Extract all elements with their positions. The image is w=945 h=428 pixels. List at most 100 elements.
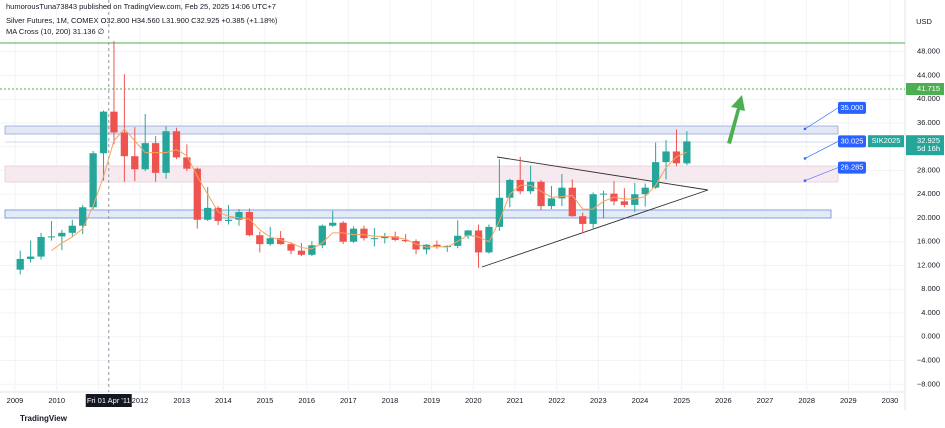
candle-body [26, 256, 35, 259]
price-label: 32.925 [917, 136, 940, 145]
candle-body [37, 236, 45, 257]
target-box [838, 135, 866, 148]
candle-body [151, 143, 160, 173]
y-tick-label: 28.000 [917, 165, 940, 174]
candle-body [58, 232, 66, 237]
candle-body [131, 156, 139, 170]
candle-body [193, 168, 201, 220]
y-tick-label: 0.000 [921, 332, 940, 341]
candle-body [235, 212, 243, 220]
currency: USD [916, 17, 932, 26]
symbol-label: SIK2025 [872, 136, 901, 145]
x-tick-label: 2017 [340, 396, 357, 405]
candle-body [579, 216, 587, 224]
x-tick-label: 2029 [840, 396, 857, 405]
candle-body [256, 235, 264, 245]
candle-body [370, 238, 379, 240]
x-tick-label: 2019 [423, 396, 440, 405]
candle-body [391, 236, 399, 240]
x-tick-label: 2026 [715, 396, 732, 405]
arrow [727, 95, 745, 144]
x-tick-label: 2025 [673, 396, 690, 405]
candle-body [381, 236, 389, 239]
alert-label: 41.715 [917, 84, 940, 93]
candle-body [360, 228, 368, 239]
y-tick-label: 4.000 [921, 308, 940, 317]
candle-body [172, 131, 181, 158]
candle-body [506, 179, 514, 198]
x-tick-label: 2012 [132, 396, 149, 405]
candle-body [401, 239, 410, 242]
countdown-label: 5d 16h [917, 144, 940, 153]
target-label: 35.000 [841, 103, 864, 112]
y-tick-label: 24.000 [917, 189, 940, 198]
candle-body [349, 228, 358, 242]
x-tick-label: 2009 [7, 396, 24, 405]
symbol-info: Silver Futures, 1M, COMEX O32.800 H34.56… [6, 16, 278, 25]
target-box [838, 101, 866, 114]
y-tick-label: 16.000 [917, 237, 940, 246]
candle-body [79, 207, 87, 226]
candle-body [474, 230, 483, 253]
y-tick-label: 48.000 [917, 47, 940, 56]
x-tick-label: 2021 [507, 396, 524, 405]
candle-body [495, 197, 504, 227]
moving-average [51, 128, 688, 252]
candle-body [641, 187, 649, 195]
zone [4, 165, 839, 183]
alert-tag [906, 83, 944, 96]
candle-body [537, 181, 545, 207]
candle-body [662, 151, 670, 163]
target-connector [804, 107, 839, 130]
symbol-tag [868, 135, 904, 148]
target-label: 30.025 [841, 136, 864, 145]
candle-body [89, 153, 97, 208]
candle-body [485, 226, 493, 253]
candle-body [651, 162, 660, 188]
x-tick-label: 2013 [173, 396, 190, 405]
candle-body [141, 143, 149, 170]
candle-body [245, 212, 254, 236]
candle-body [308, 245, 316, 255]
x-tick-label: 2023 [590, 396, 607, 405]
candle-body [329, 222, 337, 226]
price-tag [906, 135, 944, 156]
candle-body [16, 258, 24, 270]
candle-body [287, 244, 295, 251]
publisher: humorousTuna73843 published on TradingVi… [6, 2, 276, 11]
x-tick-label: 2020 [465, 396, 482, 405]
y-tick-label: 36.000 [917, 118, 940, 127]
candle-body [568, 187, 576, 217]
candle-body [412, 241, 420, 250]
candle-body [68, 225, 76, 233]
indicator-info: MA Cross (10, 200) 31.136 ∅ [6, 27, 105, 36]
x-tick-label: 2030 [882, 396, 899, 405]
triangle-pattern [481, 156, 709, 268]
y-tick-label: −4.000 [917, 356, 940, 365]
target-connector [804, 167, 839, 181]
candle-body [631, 194, 639, 205]
candle-body [110, 111, 118, 133]
candle-body [433, 244, 441, 248]
target-box [838, 161, 866, 174]
x-tick-label: 2015 [257, 396, 274, 405]
x-tick-label: 2018 [382, 396, 399, 405]
y-tick-label: 12.000 [917, 260, 940, 269]
candle-body [620, 201, 629, 205]
y-tick-label: 44.000 [917, 70, 940, 79]
candle-body [214, 207, 222, 221]
candle-body [558, 187, 566, 199]
candle-body [443, 245, 451, 248]
candle-body [99, 111, 108, 154]
x-tick-label: 2022 [548, 396, 565, 405]
candle-body [162, 131, 170, 173]
candle-body [318, 225, 326, 246]
zone [4, 209, 832, 219]
x-tick-label: 2027 [757, 396, 774, 405]
zone [4, 125, 839, 135]
candle-body [339, 222, 347, 242]
target-connector [804, 141, 839, 159]
y-tick-label: 40.000 [917, 94, 940, 103]
candle-body [547, 198, 556, 207]
